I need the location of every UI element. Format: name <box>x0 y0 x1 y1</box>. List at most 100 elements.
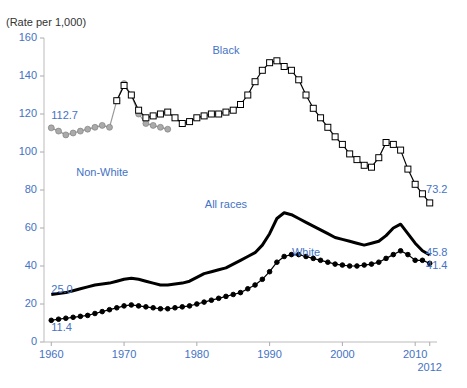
point <box>259 67 265 73</box>
point <box>412 181 418 187</box>
point <box>253 283 258 288</box>
x-tick-label: 2010 <box>403 348 427 360</box>
point <box>92 124 98 130</box>
point <box>296 77 302 83</box>
series-label: Black <box>212 44 239 56</box>
point <box>144 305 149 310</box>
point <box>238 102 244 108</box>
point <box>419 191 425 197</box>
x-tick <box>196 342 197 346</box>
x-axis-line <box>44 342 437 343</box>
point <box>398 249 403 254</box>
point <box>260 277 265 282</box>
point <box>318 115 324 121</box>
point <box>427 200 433 206</box>
y-tick-label: 80 <box>25 183 37 195</box>
point <box>187 119 193 125</box>
point <box>216 296 221 301</box>
point <box>129 303 134 308</box>
point <box>85 126 91 132</box>
annotation: 11.4 <box>51 321 72 333</box>
y-tick <box>40 342 44 343</box>
y-tick-label: 20 <box>25 297 37 309</box>
point <box>136 304 141 309</box>
point <box>114 98 120 104</box>
point <box>282 254 287 259</box>
point <box>245 287 250 292</box>
point <box>208 111 214 117</box>
point <box>158 306 163 311</box>
point <box>369 164 375 170</box>
x-tick <box>124 342 125 346</box>
point <box>173 306 178 311</box>
point <box>355 264 360 269</box>
point <box>128 92 134 98</box>
y-tick-label: 40 <box>25 259 37 271</box>
x-tick <box>415 342 416 346</box>
point <box>224 294 229 299</box>
point <box>121 83 127 89</box>
y-tick <box>40 266 44 267</box>
series-line <box>51 251 429 321</box>
point <box>318 258 323 263</box>
x-tick <box>51 342 52 346</box>
point <box>274 58 280 64</box>
y-tick-label: 120 <box>19 107 37 119</box>
point <box>150 122 156 128</box>
y-tick-label: 60 <box>25 221 37 233</box>
point <box>77 128 83 134</box>
point <box>347 264 352 269</box>
point <box>333 262 338 267</box>
point <box>157 124 163 130</box>
point <box>143 121 149 127</box>
point <box>413 258 418 263</box>
point <box>340 263 345 268</box>
point <box>107 124 113 130</box>
plot-area <box>48 58 432 323</box>
x-tick-label: 1970 <box>112 348 136 360</box>
point <box>231 292 236 297</box>
point <box>180 305 185 310</box>
point <box>216 111 222 117</box>
point <box>201 113 207 119</box>
y-tick <box>40 228 44 229</box>
y-tick-label: 160 <box>19 31 37 43</box>
y-tick-label: 0 <box>31 335 37 347</box>
x-tick <box>342 342 343 346</box>
y-tick <box>40 304 44 305</box>
point <box>275 260 280 265</box>
x-tick-label: 1990 <box>257 348 281 360</box>
point <box>143 115 149 121</box>
point <box>384 256 389 261</box>
point <box>383 140 389 146</box>
point <box>376 260 381 265</box>
point <box>122 304 127 309</box>
x-tick-label: 2000 <box>330 348 354 360</box>
point <box>288 67 294 73</box>
series <box>51 213 429 295</box>
point <box>157 111 163 117</box>
point <box>71 315 76 320</box>
annotation: 25.0 <box>51 283 72 295</box>
y-tick-label: 100 <box>19 145 37 157</box>
point <box>136 107 142 113</box>
point <box>100 309 105 314</box>
point <box>165 126 171 132</box>
x-tick-label: 1960 <box>39 348 63 360</box>
series-line <box>51 213 429 295</box>
point <box>326 260 331 265</box>
point <box>172 115 178 121</box>
point <box>303 92 309 98</box>
point <box>405 166 411 172</box>
point <box>195 302 200 307</box>
annotation: 112.7 <box>51 109 78 121</box>
point <box>354 157 360 163</box>
annotation: 45.8 <box>426 246 447 258</box>
point <box>187 304 192 309</box>
point <box>420 258 425 263</box>
point <box>406 252 411 257</box>
point <box>179 121 185 127</box>
point <box>70 130 76 136</box>
point <box>398 147 404 153</box>
series-label: White <box>292 246 320 258</box>
